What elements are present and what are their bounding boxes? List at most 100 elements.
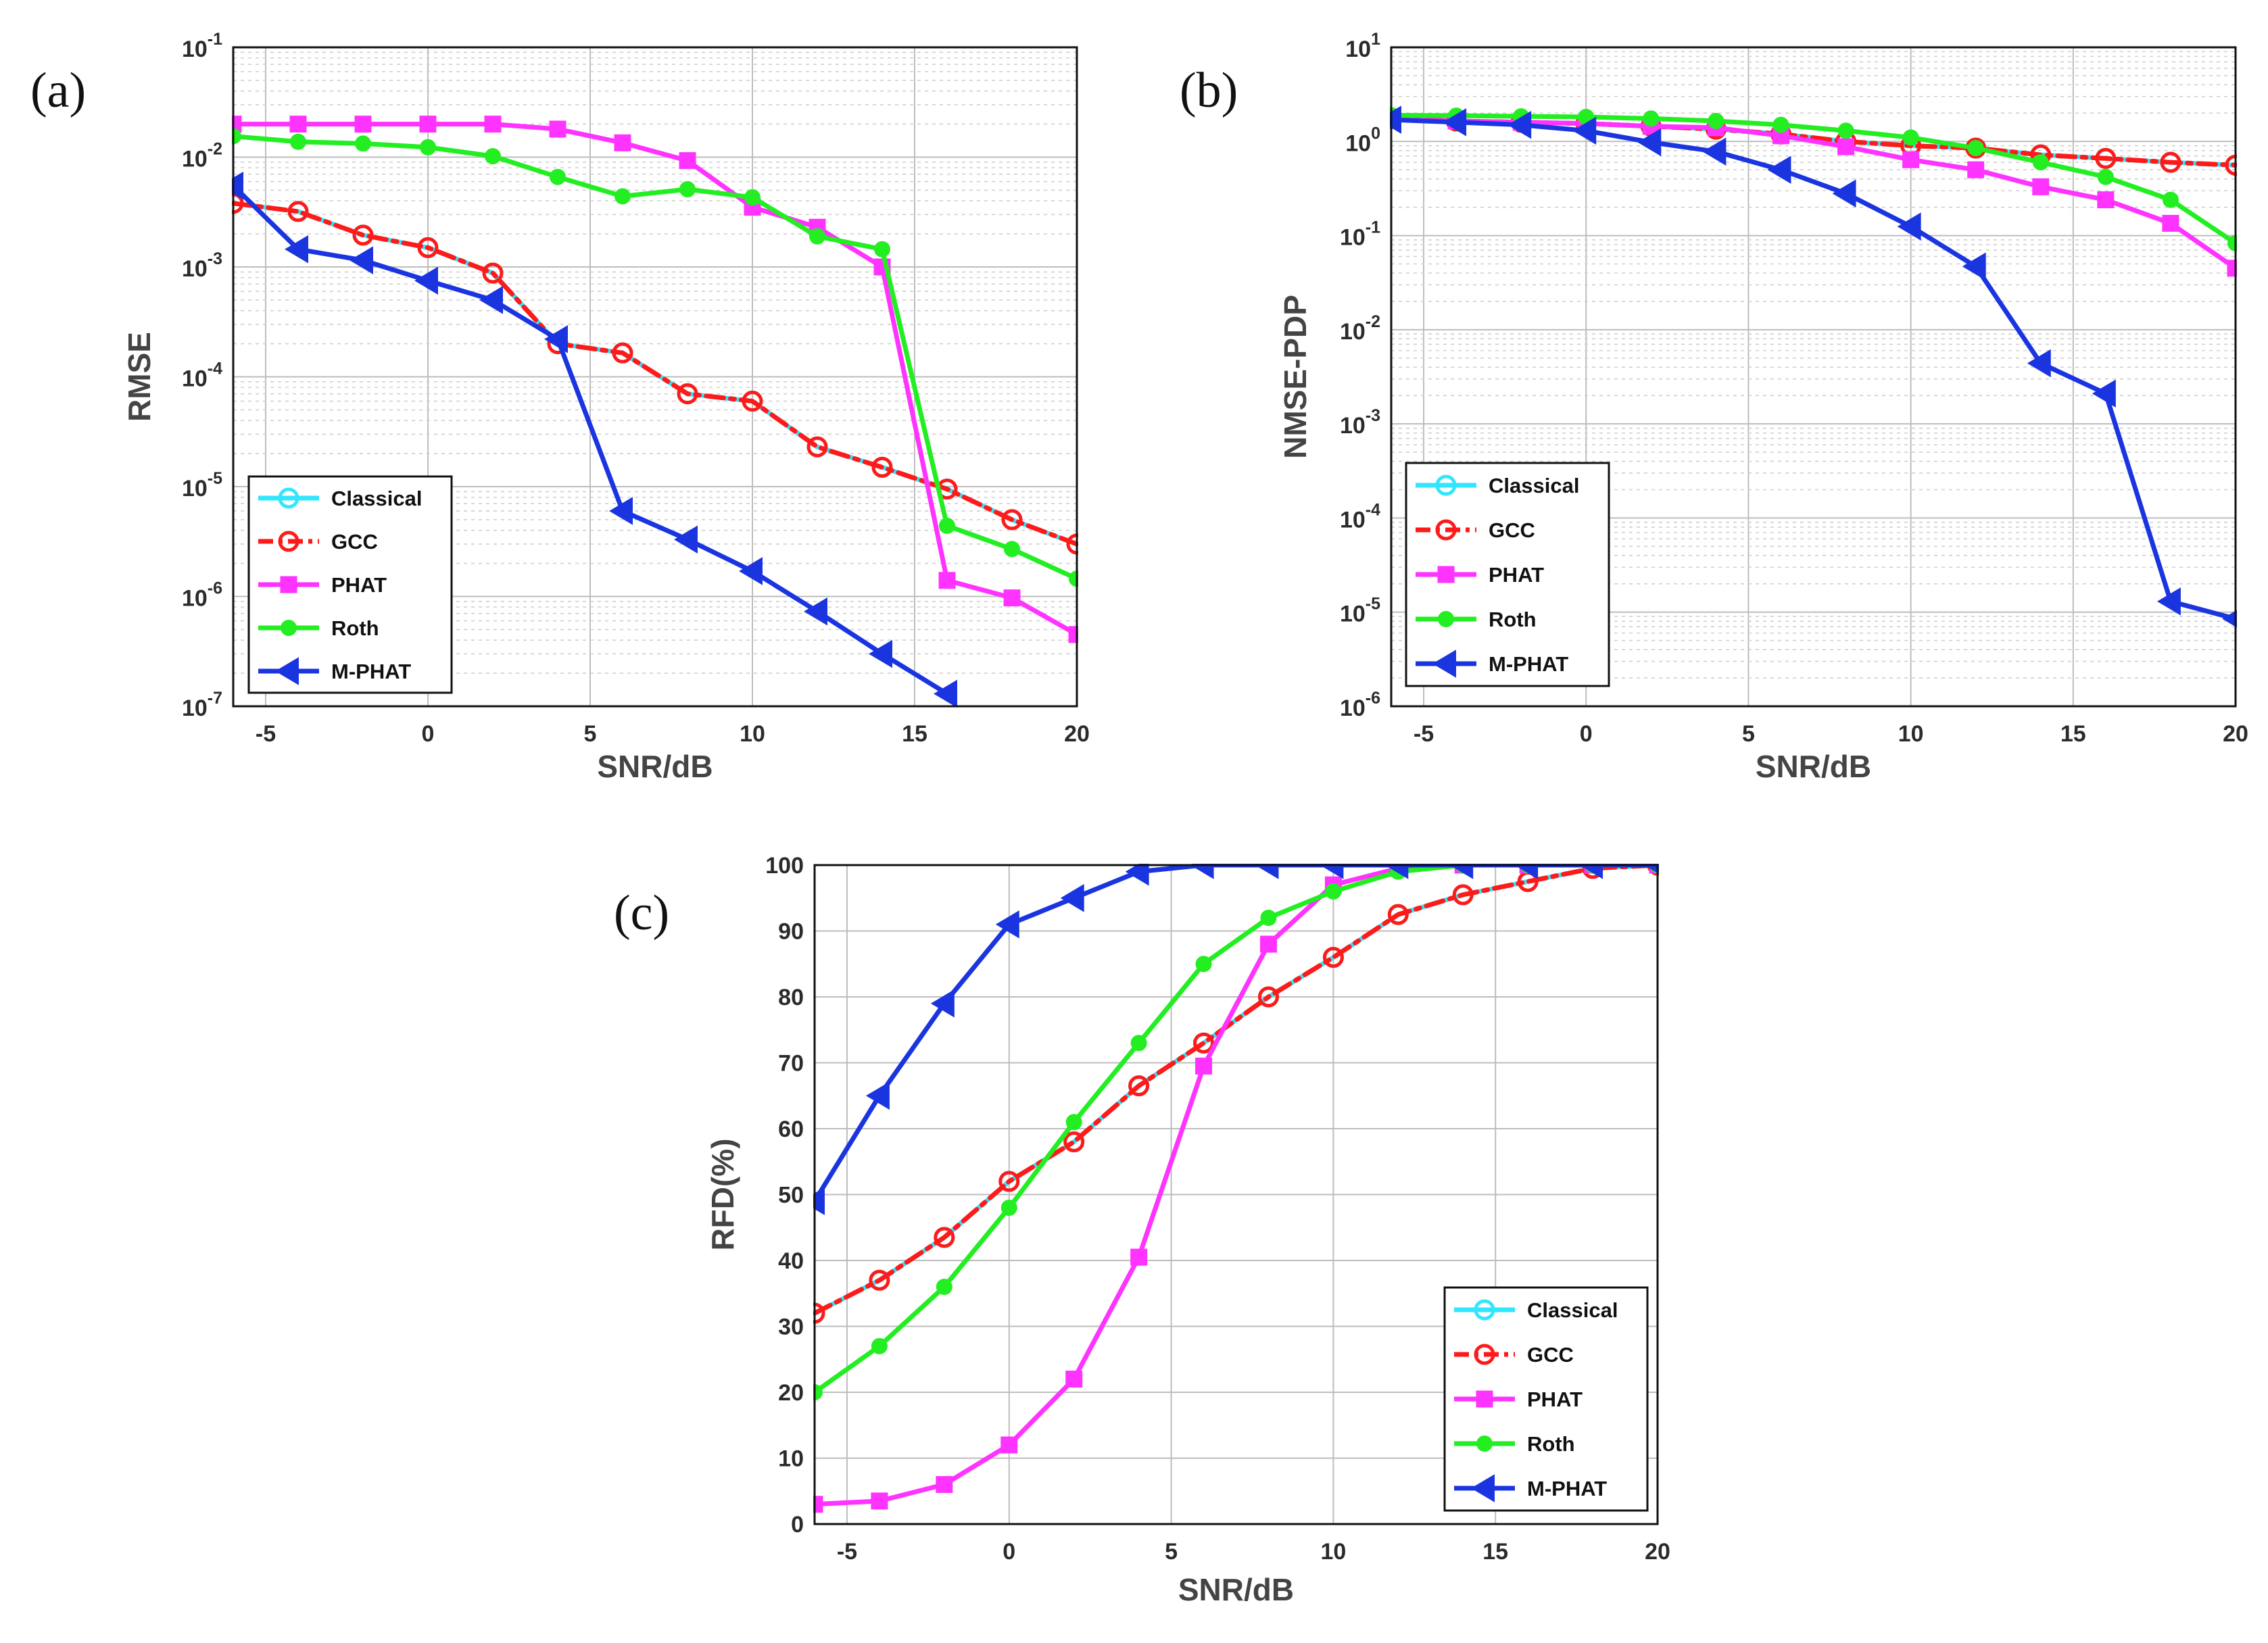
data-point-gcc	[287, 201, 309, 222]
data-point-m-phat	[2156, 587, 2181, 616]
legend-label-roth: Roth	[331, 616, 379, 640]
legend-marker-m-phat	[1471, 1474, 1495, 1502]
data-point-m-phat	[869, 639, 892, 668]
data-point-roth	[939, 517, 955, 534]
axes-frame-b	[1390, 46, 2237, 708]
data-point-roth	[485, 148, 501, 165]
data-point-phat	[1130, 1248, 1148, 1266]
data-point-gcc	[871, 456, 893, 478]
data-point-m-phat	[232, 171, 243, 200]
data-point-m-phat	[414, 266, 438, 295]
data-point-m-phat	[349, 246, 373, 274]
data-point-gcc	[417, 237, 439, 258]
data-point-m-phat	[1637, 128, 1662, 157]
axes-frame-a	[232, 46, 1078, 708]
legend-marker-gcc	[1435, 519, 1457, 541]
data-point-gcc	[998, 1171, 1020, 1192]
legend-label-gcc: GCC	[1527, 1343, 1574, 1367]
data-point-gcc	[806, 436, 828, 458]
plot-area-a	[232, 116, 1078, 708]
data-point-phat	[936, 1476, 953, 1493]
data-point-gcc	[1063, 1131, 1085, 1152]
y-tick-label: 30	[778, 1315, 804, 1340]
chart-a-rmse: (a) -5 0 5 10 15 20 10-7 10-6 10-5 10-4 10-3 10-2 10-…	[30, 30, 1090, 784]
data-point-phat	[679, 152, 696, 170]
legend-label-phat: PHAT	[331, 573, 387, 597]
series-line-m-phat	[232, 183, 950, 696]
data-point-phat	[1003, 589, 1021, 607]
data-point-roth	[874, 241, 890, 258]
data-point-roth	[1000, 1200, 1017, 1216]
data-point-roth	[2097, 168, 2114, 185]
data-point-phat	[2097, 191, 2115, 209]
data-point-gcc	[1257, 986, 1279, 1008]
y-tick-label: 50	[778, 1183, 804, 1208]
data-point-roth	[679, 181, 696, 198]
y-tick-label: 10-1	[182, 30, 222, 62]
panel-label-b: (b)	[1180, 63, 1238, 118]
data-point-m-phat	[285, 235, 308, 264]
data-point-gcc	[612, 342, 633, 364]
data-point-m-phat	[813, 1187, 825, 1216]
data-point-phat	[549, 120, 566, 138]
legend-marker-phat	[280, 576, 297, 593]
data-point-m-phat	[2027, 349, 2051, 378]
y-tick-label: 10-5	[182, 469, 222, 501]
y-tick-label: 10-6	[1340, 689, 1380, 721]
data-point-roth	[1708, 112, 1724, 129]
y-tick-label: 70	[778, 1051, 804, 1077]
data-point-gcc	[1193, 1032, 1215, 1054]
legend-marker-gcc	[1474, 1344, 1495, 1365]
data-point-gcc	[934, 1227, 955, 1248]
series-line-roth	[232, 134, 1078, 581]
legend-label-phat: PHAT	[1527, 1388, 1583, 1411]
x-tick-label: 15	[1482, 1539, 1508, 1565]
data-point-gcc	[1387, 904, 1409, 925]
data-point-phat	[1065, 1371, 1083, 1388]
data-point-phat	[1195, 1057, 1213, 1075]
data-point-phat	[1259, 935, 1277, 953]
data-point-roth	[1643, 110, 1660, 127]
data-point-phat	[1902, 151, 1920, 168]
data-point-roth	[1130, 1035, 1147, 1052]
data-point-roth	[1325, 883, 1342, 900]
series-roth	[232, 128, 1078, 587]
data-point-phat	[354, 116, 372, 133]
data-point-roth	[290, 133, 306, 150]
data-point-roth	[2162, 191, 2179, 208]
data-point-roth	[1260, 910, 1277, 926]
y-tick-label: 10-2	[182, 140, 222, 172]
data-point-m-phat	[1390, 105, 1401, 134]
legend-marker-m-phat	[1432, 649, 1456, 678]
x-tick-label: 15	[902, 721, 927, 747]
legend-c: Classical GCC PHAT Roth M-PHAT	[1443, 1286, 1649, 1512]
series-m-phat	[1390, 105, 2237, 628]
data-point-roth	[355, 135, 371, 152]
x-tick-label: 10	[1320, 1539, 1346, 1565]
x-tick-label: 20	[1064, 721, 1090, 747]
legend-a: Classical GCC PHAT Roth M-PHAT	[247, 475, 453, 694]
data-point-m-phat	[739, 557, 763, 585]
data-point-gcc	[2095, 147, 2117, 169]
y-tick-label: 100	[765, 853, 804, 879]
legend-label-classical: Classical	[1489, 474, 1579, 497]
data-point-m-phat	[1832, 179, 1856, 208]
x-tick-label: 5	[1165, 1539, 1178, 1565]
y-tick-label: 10-3	[1340, 406, 1380, 439]
series-line-m-phat	[1390, 117, 2237, 622]
legend-label-roth: Roth	[1527, 1432, 1575, 1456]
data-point-m-phat	[1572, 116, 1597, 145]
data-point-gcc	[352, 224, 374, 246]
legend-marker-phat	[1437, 566, 1455, 583]
data-point-m-phat	[674, 525, 698, 554]
y-tick-label: 10-5	[1340, 595, 1380, 627]
y-tick-label: 10-3	[182, 249, 222, 282]
plot-area-b	[1390, 105, 2237, 628]
y-tick-label: 10-7	[182, 689, 222, 721]
data-point-gcc	[482, 262, 504, 284]
data-point-roth	[809, 228, 825, 245]
x-tick-label: -5	[837, 1539, 857, 1565]
legend-marker-phat	[1476, 1390, 1493, 1408]
x-tick-label: 20	[1645, 1539, 1670, 1565]
